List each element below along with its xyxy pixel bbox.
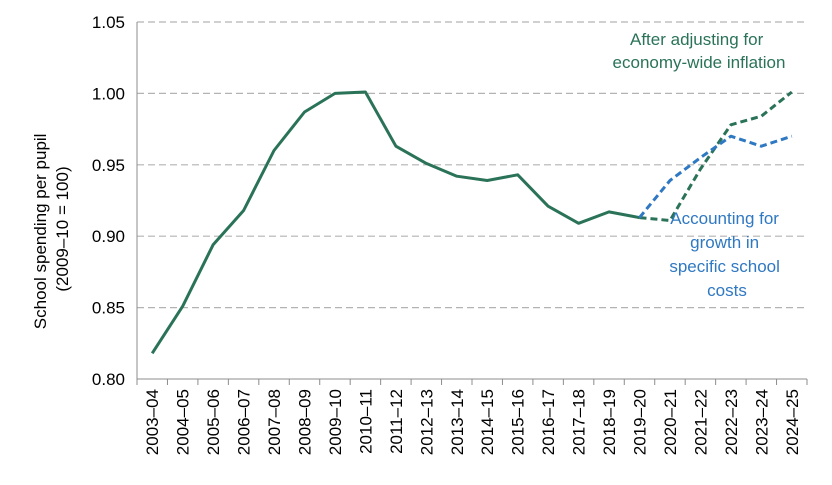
- x-tick-label: 2018–19: [600, 389, 619, 455]
- y-tick-label: 1.00: [92, 84, 125, 103]
- y-tick-label: 0.90: [92, 227, 125, 246]
- x-tick-label: 2009–10: [326, 389, 345, 455]
- y-tick-label: 0.80: [92, 370, 125, 389]
- x-tick-label: 2005–06: [204, 389, 223, 455]
- y-tick-label: 0.95: [92, 156, 125, 175]
- x-tick-label: 2011–12: [387, 389, 406, 454]
- annotation-inflation-line-1: After adjusting for: [630, 30, 764, 49]
- x-tick-label: 2015–16: [509, 389, 528, 455]
- series-line-2: [639, 90, 793, 222]
- x-tick-label: 2023–24: [752, 389, 771, 455]
- x-tick-label: 2020–21: [661, 389, 680, 455]
- x-tick-label: 2016–17: [539, 389, 558, 455]
- x-tick-label: 2007–08: [265, 389, 284, 455]
- x-tick-label: 2008–09: [296, 389, 315, 455]
- x-tick-label: 2021–22: [691, 389, 710, 455]
- x-tick-label: 2013–14: [448, 389, 467, 455]
- y-tick-label: 1.05: [92, 13, 125, 32]
- series-line-3: [638, 134, 793, 219]
- gridlines: [137, 21, 807, 309]
- annotation-school-costs-line-1: Accounting for: [670, 209, 779, 228]
- y-axis-title-line-1: School spending per pupil: [31, 134, 50, 330]
- series-line-1: [150, 90, 640, 355]
- x-tick-label: 2006–07: [235, 389, 254, 455]
- annotation-inflation-line-2: economy-wide inflation: [613, 53, 786, 72]
- x-tick-label: 2022–23: [722, 389, 741, 455]
- x-tick-label: 2024–25: [783, 389, 802, 455]
- x-tick-label: 2017–18: [570, 389, 589, 455]
- annotation-school-costs: Accounting for growth in specific school…: [669, 209, 784, 300]
- y-axis-title-line-2: (2009–10 = 100): [53, 166, 72, 291]
- axes: [136, 22, 808, 385]
- x-tick-label: 2012–13: [417, 389, 436, 455]
- annotation-school-costs-line-2: growth in: [690, 233, 759, 252]
- x-tick-labels: 2003–04 2004–05 2005–06 2006–07 2007–08 2008–…: [143, 389, 802, 455]
- y-axis-title: School spending per pupil (2009–10 = 100…: [31, 129, 72, 329]
- y-tick-label: 0.85: [92, 299, 125, 318]
- x-tick-label: 2003–04: [143, 389, 162, 455]
- x-tick-label: 2014–15: [478, 389, 497, 455]
- y-tick-labels: 0.80 0.85 0.90 0.95 1.00 1.05: [92, 13, 125, 389]
- series-lines: [150, 90, 793, 355]
- x-tick-label: 2004–05: [174, 389, 193, 455]
- annotation-school-costs-line-4: costs: [707, 281, 747, 300]
- x-tick-label: 2019–20: [631, 389, 650, 455]
- annotation-school-costs-line-3: specific school: [669, 257, 780, 276]
- annotation-inflation: After adjusting for economy-wide inflati…: [613, 30, 786, 72]
- x-tick-label: 2010–11: [356, 389, 375, 454]
